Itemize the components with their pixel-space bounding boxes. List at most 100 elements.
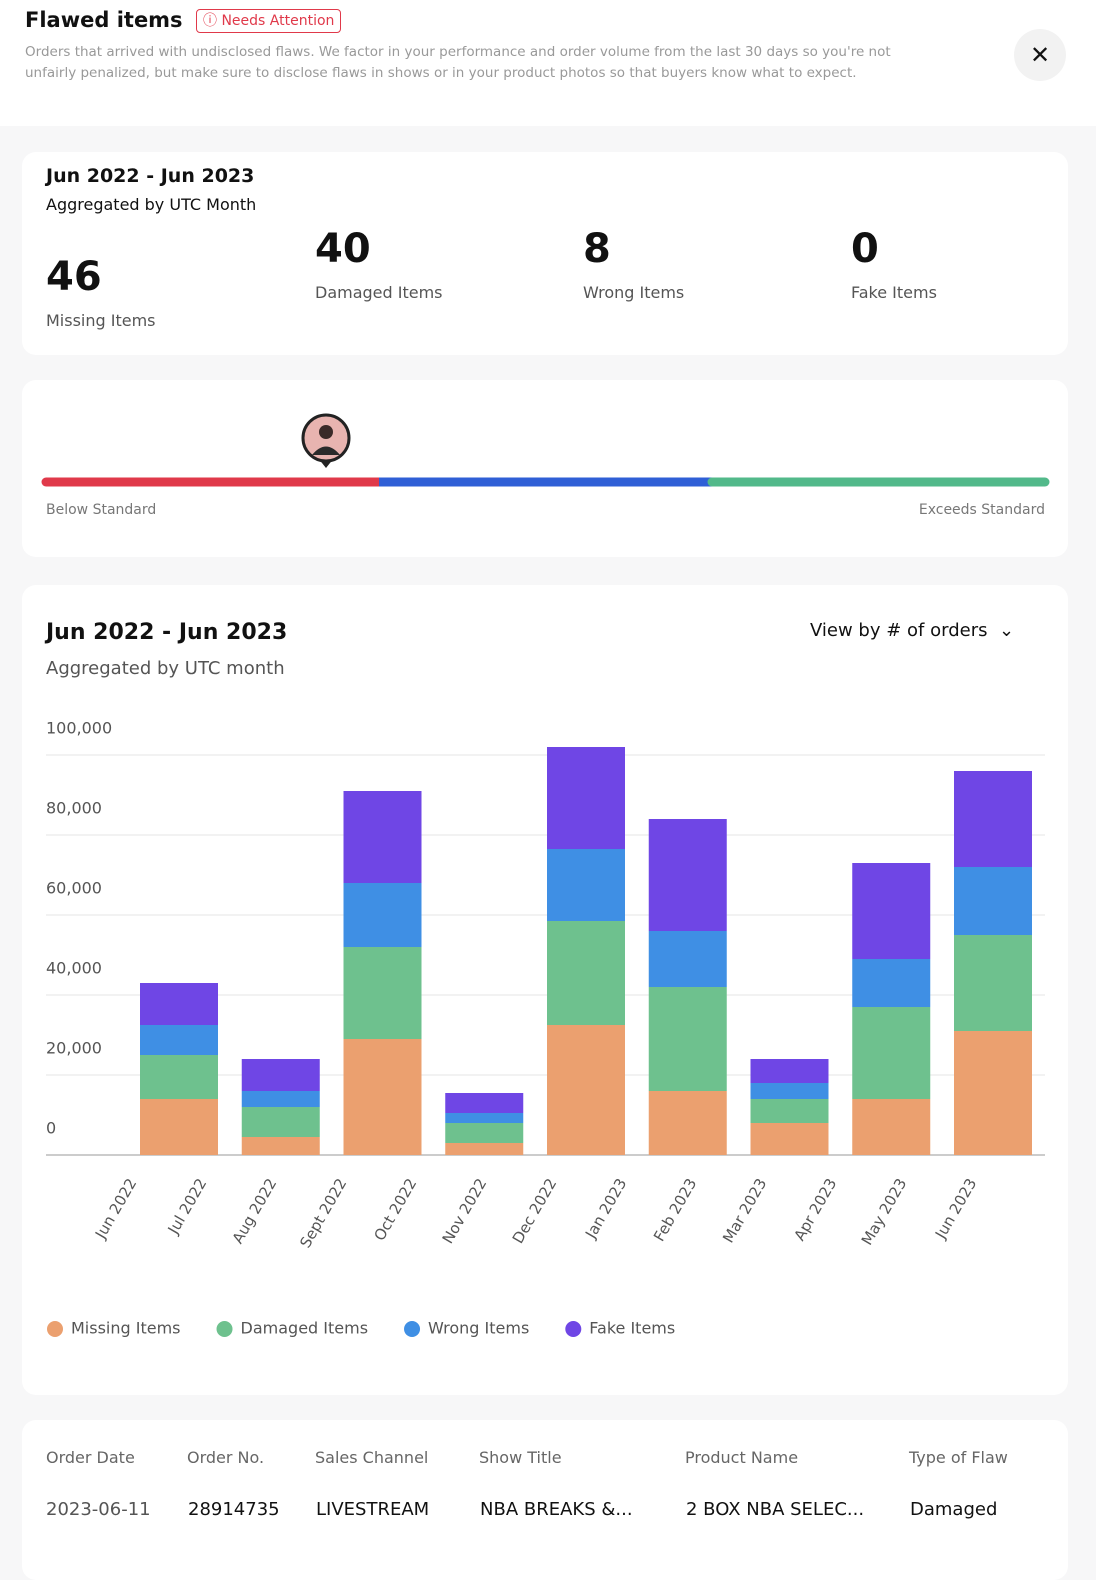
bar-segment: [241, 1107, 320, 1137]
y-tick-label: 100,000: [46, 719, 112, 738]
avatar-body: [312, 446, 340, 455]
table-cell: Damaged: [910, 1499, 998, 1520]
bar-segment: [547, 1025, 625, 1155]
stat-value: 0: [851, 226, 879, 272]
bar-segment: [648, 819, 727, 931]
bar-segment: [343, 883, 422, 947]
bar-segment: [954, 771, 1032, 867]
bar-segment: [954, 867, 1032, 935]
legend-dot: [216, 1321, 233, 1337]
bar-segment: [343, 947, 422, 1039]
bar-segment: [241, 1137, 320, 1155]
bar-segment: [954, 1031, 1032, 1155]
y-tick-label: 60,000: [46, 879, 102, 898]
x-tick-label: Jun 2022: [91, 1175, 140, 1242]
legend-label: Fake Items: [589, 1319, 675, 1338]
summary-period: Jun 2022 - Jun 2023: [46, 165, 255, 187]
gauge-card: [22, 380, 1068, 557]
table-header: Order Date: [46, 1448, 135, 1467]
badge-text: Needs Attention: [221, 13, 335, 29]
legend-label: Wrong Items: [428, 1319, 529, 1338]
x-tick-label: Jun 2023: [931, 1175, 980, 1242]
title: Flawed items: [25, 8, 183, 32]
bar-segment: [241, 1059, 320, 1091]
x-tick-label: Feb 2023: [650, 1175, 700, 1244]
stat-value: 46: [46, 254, 102, 300]
bar-segment: [547, 921, 625, 1025]
table-header: Show Title: [479, 1448, 562, 1467]
bar-segment: [750, 1059, 829, 1083]
bar-segment: [445, 1123, 524, 1143]
bar-segment: [445, 1113, 524, 1123]
x-tick-label: Nov 2022: [439, 1175, 491, 1247]
x-tick-label: Mar 2023: [719, 1175, 770, 1246]
bar-segment: [140, 1025, 218, 1055]
legend-dot: [565, 1321, 582, 1337]
bar-segment: [750, 1083, 829, 1099]
bar-segment: [852, 1007, 931, 1099]
bar-segment: [445, 1143, 524, 1155]
x-tick-label: Dec 2022: [509, 1175, 561, 1246]
stat-label: Damaged Items: [315, 283, 443, 302]
bar-segment: [140, 983, 218, 1025]
stat-label: Wrong Items: [583, 283, 685, 302]
bar-segment: [852, 1099, 931, 1155]
header-bg: [0, 0, 1096, 126]
view-dropdown[interactable]: View by # of orders ⌄: [810, 620, 1015, 641]
legend-label: Missing Items: [71, 1319, 181, 1338]
bar-segment: [140, 1099, 218, 1155]
bar-segment: [343, 791, 422, 883]
bar-segment: [547, 747, 625, 849]
x-tick-label: Aug 2022: [229, 1175, 281, 1247]
badge: ⓘ Needs Attention: [196, 9, 342, 33]
legend-dot: [47, 1321, 63, 1337]
summary-aggregation: Aggregated by UTC Month: [46, 195, 257, 214]
table-header: Type of Flaw: [909, 1448, 1008, 1467]
table-cell: 28914735: [188, 1499, 280, 1520]
bar-segment: [648, 931, 727, 987]
bar-segment: [445, 1093, 524, 1113]
x-tick-label: Sept 2022: [296, 1175, 350, 1251]
legend-dot: [404, 1321, 421, 1337]
x-tick-label: Apr 2023: [790, 1175, 840, 1244]
bar-segment: [648, 1091, 727, 1155]
stat-value: 40: [315, 226, 371, 272]
dropdown-text: View by # of orders: [810, 620, 988, 641]
y-tick-label: 40,000: [46, 959, 102, 978]
table-header: Sales Channel: [315, 1448, 429, 1467]
x-tick-label: Jan 2023: [581, 1175, 630, 1242]
table-header: Product Name: [685, 1448, 799, 1467]
table-cell: LIVESTREAM: [316, 1499, 430, 1520]
chart-subtitle: Aggregated by UTC month: [46, 658, 285, 679]
chart-title: Jun 2022 - Jun 2023: [46, 620, 288, 645]
summary-card: [22, 152, 1068, 355]
bar-segment: [852, 863, 931, 959]
stat-value: 8: [583, 226, 611, 272]
description: Orders that arrived with undisclosed fla…: [25, 44, 891, 81]
bar-segment: [241, 1091, 320, 1107]
gauge-low-label: Below Standard: [46, 502, 157, 518]
bar-segment: [750, 1099, 829, 1123]
bar-segment: [343, 1039, 422, 1155]
table-cell: 2023-06-11: [46, 1499, 151, 1520]
bar-segment: [750, 1123, 829, 1155]
x-tick-label: Oct 2022: [370, 1175, 420, 1244]
stat-label: Missing Items: [46, 311, 156, 330]
close-button[interactable]: ✕: [1014, 29, 1066, 81]
bar-segment: [852, 959, 931, 1007]
y-tick-label: 0: [46, 1119, 56, 1138]
gauge-high-label: Exceeds Standard: [918, 502, 1045, 518]
table-cell: NBA BREAKS &...: [480, 1499, 633, 1520]
bar-segment: [954, 935, 1032, 1031]
bar-segment: [648, 987, 727, 1091]
x-tick-label: Jul 2022: [164, 1175, 211, 1238]
avatar-head: [319, 425, 333, 439]
table-cell: 2 BOX NBA SELEC...: [686, 1499, 865, 1520]
x-tick-label: May 2023: [858, 1175, 911, 1248]
table-header: Order No.: [187, 1448, 265, 1467]
y-tick-label: 80,000: [46, 799, 102, 818]
bar-segment: [547, 849, 625, 921]
bar-segment: [140, 1055, 218, 1099]
